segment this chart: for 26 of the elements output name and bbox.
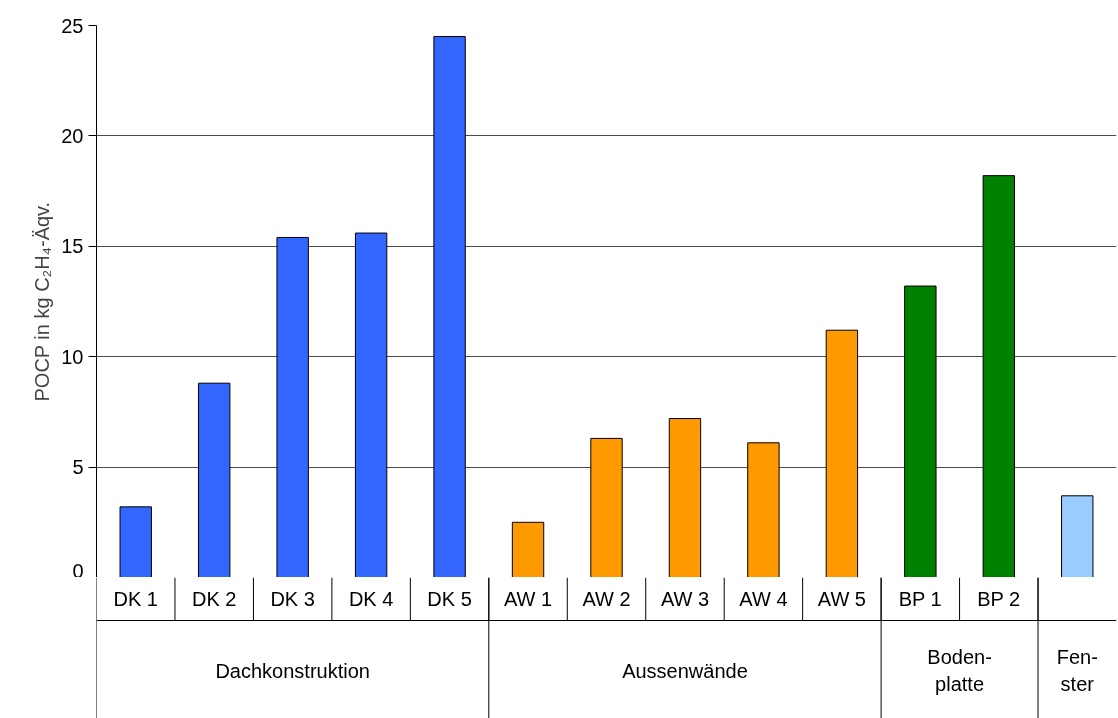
text: Dachkonstruktion bbox=[215, 659, 370, 682]
y-tick-label: 10 bbox=[61, 345, 84, 368]
bar bbox=[1061, 495, 1094, 577]
x-tick-label: DK 5 bbox=[427, 588, 472, 610]
x-tick-label: AW 4 bbox=[739, 588, 788, 610]
x-tick-label: AW 2 bbox=[582, 588, 631, 610]
x-tick-label: BP 1 bbox=[898, 588, 942, 610]
x-tick-label: AW 5 bbox=[817, 588, 866, 610]
text: Fen- ster bbox=[1056, 646, 1098, 695]
x-tick-label: DK 4 bbox=[348, 588, 394, 610]
x-tick-label: AW 3 bbox=[660, 588, 710, 610]
x-tick-label: DK 1 bbox=[113, 588, 158, 610]
text: Boden- platte bbox=[927, 646, 992, 695]
x-tick-label: DK 2 bbox=[191, 588, 237, 610]
text: Aussenwände bbox=[622, 659, 748, 682]
y-tick-label: 0 bbox=[72, 559, 84, 582]
y-tick-label: 25 bbox=[61, 14, 84, 37]
bar bbox=[511, 521, 545, 577]
y-tick-label: 20 bbox=[61, 124, 84, 147]
bar bbox=[119, 506, 152, 577]
y-tick-label: 15 bbox=[61, 235, 84, 258]
x-tick-label: DK 3 bbox=[270, 588, 315, 610]
x-tick-label: BP 2 bbox=[977, 588, 1021, 610]
y-tick-label: 5 bbox=[72, 456, 84, 479]
y-axis-title: POCP in kg C₂H₄-Äqv. bbox=[31, 201, 54, 402]
x-tick-label: AW 1 bbox=[503, 588, 553, 610]
